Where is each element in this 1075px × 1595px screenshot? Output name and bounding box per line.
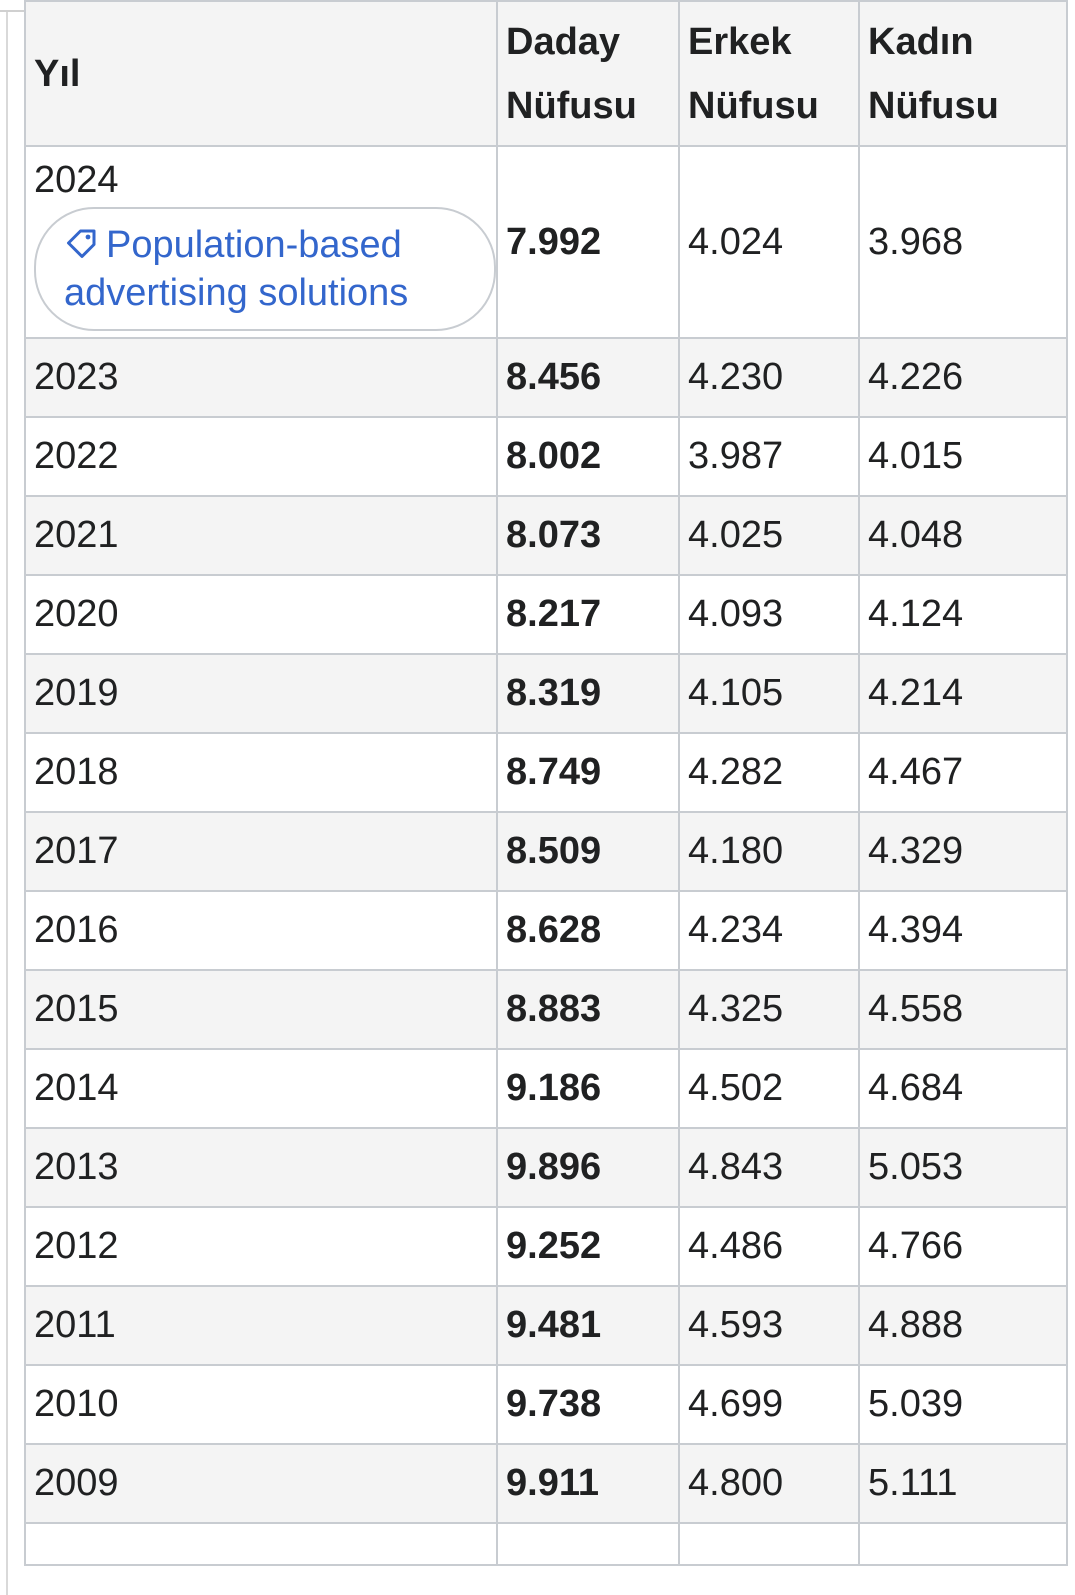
male-cell: 4.699	[678, 1364, 860, 1445]
table-row: 2019 8.319 4.105 4.214	[24, 653, 1068, 734]
year-cell: 2013	[24, 1127, 498, 1208]
header-total: Daday Nüfusu	[496, 0, 680, 147]
female-cell: 4.226	[858, 337, 1068, 418]
male-cell: 4.180	[678, 811, 860, 892]
year-cell: 2012	[24, 1206, 498, 1287]
year-cell: 2016	[24, 890, 498, 971]
year-cell: 2011	[24, 1285, 498, 1366]
total-cell: 8.319	[496, 653, 680, 734]
female-cell: 5.039	[858, 1364, 1068, 1445]
male-cell: 4.024	[678, 145, 860, 339]
advertising-link-button[interactable]: Population-based advertising solutions	[34, 207, 496, 331]
total-cell: 9.896	[496, 1127, 680, 1208]
male-cell: 4.234	[678, 890, 860, 971]
total-cell: 8.002	[496, 416, 680, 497]
population-table: Yıl Daday Nüfusu Erkek Nüfusu Kadın Nüfu…	[24, 0, 1068, 1566]
table-row: 2016 8.628 4.234 4.394	[24, 890, 1068, 971]
table-row: 2009 9.911 4.800 5.111	[24, 1443, 1068, 1524]
table-row: 2022 8.002 3.987 4.015	[24, 416, 1068, 497]
male-cell: 4.502	[678, 1048, 860, 1129]
header-year: Yıl	[24, 0, 498, 147]
year-cell: 2020	[24, 574, 498, 655]
header-female: Kadın Nüfusu	[858, 0, 1068, 147]
male-cell: 4.325	[678, 969, 860, 1050]
year-cell: 2015	[24, 969, 498, 1050]
total-cell: 9.252	[496, 1206, 680, 1287]
year-value: 2024	[34, 159, 119, 201]
total-cell: 8.509	[496, 811, 680, 892]
table-row: 2023 8.456 4.230 4.226	[24, 337, 1068, 418]
total-cell: 8.749	[496, 732, 680, 813]
female-cell: 4.467	[858, 732, 1068, 813]
page-left-border	[6, 0, 8, 1595]
header-male: Erkek Nüfusu	[678, 0, 860, 147]
male-cell: 4.486	[678, 1206, 860, 1287]
year-cell: 2014	[24, 1048, 498, 1129]
total-cell: 9.738	[496, 1364, 680, 1445]
female-cell: 4.015	[858, 416, 1068, 497]
male-cell: 4.230	[678, 337, 860, 418]
male-cell: 4.593	[678, 1285, 860, 1366]
table-row: 2010 9.738 4.699 5.039	[24, 1364, 1068, 1445]
year-cell: 2024 Population-based advertising soluti…	[24, 145, 498, 339]
year-cell: 2017	[24, 811, 498, 892]
year-cell: 2021	[24, 495, 498, 576]
total-cell: 9.186	[496, 1048, 680, 1129]
table-row: 2012 9.252 4.486 4.766	[24, 1206, 1068, 1287]
total-cell: 8.073	[496, 495, 680, 576]
total-cell: 7.992	[496, 145, 680, 339]
population-table-container[interactable]: Yıl Daday Nüfusu Erkek Nüfusu Kadın Nüfu…	[24, 0, 1068, 1566]
female-cell: 3.968	[858, 145, 1068, 339]
year-cell: 2023	[24, 337, 498, 418]
female-cell: 4.394	[858, 890, 1068, 971]
tag-icon	[67, 229, 96, 258]
year-cell: 2009	[24, 1443, 498, 1524]
table-row: 2024 Population-based advertising soluti…	[24, 145, 1068, 339]
total-cell: 8.883	[496, 969, 680, 1050]
female-cell: 4.124	[858, 574, 1068, 655]
female-cell: 4.558	[858, 969, 1068, 1050]
total-cell: 8.217	[496, 574, 680, 655]
male-cell: 4.282	[678, 732, 860, 813]
female-cell: 4.329	[858, 811, 1068, 892]
female-cell: 5.111	[858, 1443, 1068, 1524]
table-header-row: Yıl Daday Nüfusu Erkek Nüfusu Kadın Nüfu…	[24, 0, 1068, 147]
female-cell: 4.214	[858, 653, 1068, 734]
male-cell: 4.105	[678, 653, 860, 734]
table-row: 2014 9.186 4.502 4.684	[24, 1048, 1068, 1129]
table-row: 2013 9.896 4.843 5.053	[24, 1127, 1068, 1208]
female-cell: 4.048	[858, 495, 1068, 576]
total-cell: 8.456	[496, 337, 680, 418]
total-cell: 9.911	[496, 1443, 680, 1524]
advertising-link-label: Population-based advertising solutions	[64, 224, 409, 314]
female-cell: 4.684	[858, 1048, 1068, 1129]
female-cell: 5.053	[858, 1127, 1068, 1208]
year-cell: 2018	[24, 732, 498, 813]
table-row: 2017 8.509 4.180 4.329	[24, 811, 1068, 892]
year-cell: 2019	[24, 653, 498, 734]
table-row-partial	[24, 1522, 1068, 1566]
female-cell: 4.888	[858, 1285, 1068, 1366]
year-cell: 2010	[24, 1364, 498, 1445]
total-cell: 8.628	[496, 890, 680, 971]
male-cell: 4.025	[678, 495, 860, 576]
year-cell: 2022	[24, 416, 498, 497]
table-row: 2015 8.883 4.325 4.558	[24, 969, 1068, 1050]
table-row: 2020 8.217 4.093 4.124	[24, 574, 1068, 655]
male-cell: 4.843	[678, 1127, 860, 1208]
total-cell: 9.481	[496, 1285, 680, 1366]
male-cell: 4.093	[678, 574, 860, 655]
table-row: 2011 9.481 4.593 4.888	[24, 1285, 1068, 1366]
table-row: 2021 8.073 4.025 4.048	[24, 495, 1068, 576]
table-row: 2018 8.749 4.282 4.467	[24, 732, 1068, 813]
male-cell: 3.987	[678, 416, 860, 497]
female-cell: 4.766	[858, 1206, 1068, 1287]
male-cell: 4.800	[678, 1443, 860, 1524]
